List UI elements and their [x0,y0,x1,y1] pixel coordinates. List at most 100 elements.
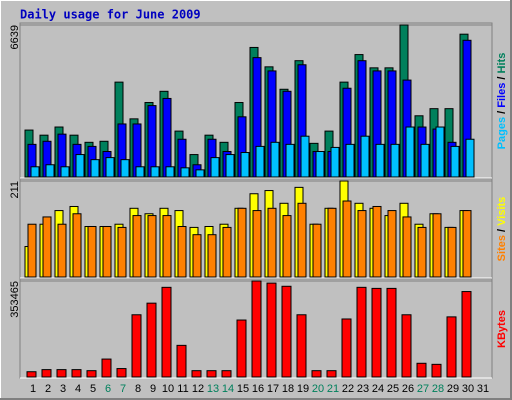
x-tick-label: 31 [477,383,489,395]
bar [431,363,442,378]
x-tick-label: 14 [222,383,234,395]
bar [297,202,307,278]
bar [312,223,322,278]
bar [72,213,82,278]
bar [207,234,217,278]
bar [326,370,337,378]
bar [282,215,292,278]
y-tick-label: 211 [9,181,21,199]
x-tick-label: 23 [357,383,369,395]
x-tick-label: 3 [60,383,66,395]
bar [87,225,97,278]
x-tick-label: 26 [402,383,414,395]
bar [177,225,187,278]
bar [342,200,352,278]
bar [386,287,397,378]
bar [416,362,427,378]
x-tick-label: 8 [135,383,141,395]
x-tick-label: 11 [177,383,188,395]
bar [417,226,427,278]
bar [432,213,442,278]
bar [56,369,67,378]
bar [75,154,85,178]
bar [462,210,472,278]
bar [311,370,322,378]
bar [45,164,55,178]
bar [357,210,367,278]
x-tick-label: 30 [462,383,474,395]
legend: KBytes [496,310,508,348]
bar [147,105,157,178]
legend-entry: Pages [496,117,508,149]
legend-entry: Files [496,83,508,108]
bar [465,138,475,178]
bar [345,143,355,178]
bar [420,143,430,178]
x-tick-label: 20 [312,383,324,395]
bar [327,207,337,278]
x-tick-label: 21 [327,383,339,395]
x-tick-label: 19 [297,383,309,395]
bar [450,145,460,178]
bar [252,210,262,278]
x-tick-label: 10 [162,383,174,395]
x-tick-label: 7 [120,383,126,395]
bar [27,223,37,278]
bar [105,157,115,178]
bar [120,159,130,178]
legend-separator: / [496,108,508,117]
x-tick-label: 2 [45,383,51,395]
x-tick-label: 9 [150,383,156,395]
x-tick-label: 25 [387,383,399,395]
bar [191,370,202,378]
bar [165,166,175,178]
bar [300,135,310,178]
bar [71,369,82,378]
bar [402,216,412,278]
bar [236,319,247,378]
bar [30,166,40,178]
bar [281,285,292,378]
bar [390,143,400,178]
bar [446,316,457,378]
x-tick-label: 4 [75,383,81,395]
x-tick-label: 24 [372,383,384,395]
bar [285,143,295,178]
bar [315,150,325,178]
bar [330,146,340,178]
bar [101,358,112,378]
legend-entry: Hits [496,53,508,74]
bar [221,370,232,378]
bar [42,216,52,278]
x-tick-label: 15 [237,383,249,395]
bar [131,314,142,378]
bar [266,282,277,378]
legend-entry: Visits [496,197,508,226]
bar [162,215,172,278]
bar [60,166,70,178]
bar [180,167,190,178]
bar [372,205,382,278]
bar [146,302,157,378]
x-tick-label: 1 [30,383,36,395]
x-tick-label: 28 [432,383,444,395]
bar [192,234,202,278]
bar [255,145,265,178]
legend: Pages / Files / Hits [496,53,508,150]
bar [270,141,280,178]
x-tick-label: 5 [90,383,96,395]
y-tick-label: 353465 [9,281,21,318]
bar [206,370,217,378]
bar [296,314,307,378]
x-tick-label: 6 [105,383,111,395]
bar [401,314,412,378]
x-tick-label: 18 [282,383,294,395]
bar [375,143,385,178]
legend-separator: / [496,73,508,82]
bar [176,344,187,378]
bar [222,226,232,278]
bar [147,215,157,278]
bar [240,152,250,178]
